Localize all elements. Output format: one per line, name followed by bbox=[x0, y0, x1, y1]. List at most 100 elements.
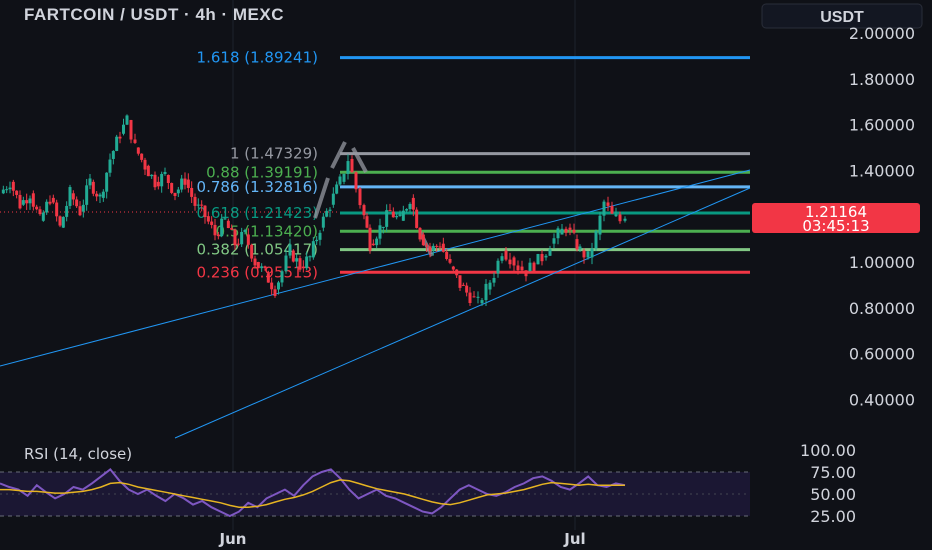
candle-body bbox=[484, 283, 488, 301]
candle-body bbox=[500, 256, 504, 261]
candle-body bbox=[564, 228, 568, 233]
candle-body bbox=[65, 205, 69, 217]
rsi-line bbox=[0, 468, 626, 518]
candle-body bbox=[75, 199, 79, 207]
rsi-axis-tick: 50.00 bbox=[810, 485, 856, 504]
upper-trendline[interactable] bbox=[0, 169, 751, 367]
candle-body bbox=[18, 194, 22, 209]
candle-body bbox=[186, 179, 190, 188]
candle-body bbox=[602, 201, 606, 216]
candle-body bbox=[623, 218, 627, 221]
fib-label-0-5: 0.5 (1.13420) bbox=[216, 222, 318, 240]
candle-body bbox=[338, 176, 342, 185]
candle-body bbox=[95, 193, 99, 197]
rsi-axis-tick: 75.00 bbox=[810, 463, 856, 482]
candle-body bbox=[288, 244, 292, 256]
candle-body bbox=[115, 136, 119, 151]
candle-body bbox=[492, 277, 496, 283]
candle-body bbox=[38, 209, 42, 215]
candle-body bbox=[335, 184, 339, 194]
price-axis-tick: 1.00000 bbox=[849, 253, 915, 272]
candle-body bbox=[350, 158, 354, 173]
candle-body bbox=[325, 210, 329, 217]
candle-body bbox=[590, 248, 594, 258]
price-axis[interactable]: 2.000001.800001.600001.400001.200001.000… bbox=[849, 24, 915, 409]
candle-body bbox=[448, 258, 452, 263]
candle-body bbox=[203, 205, 207, 218]
time-tick-jun: Jun bbox=[219, 530, 247, 548]
candle-body bbox=[284, 255, 288, 272]
fib-level-lines bbox=[340, 56, 750, 274]
candle-body bbox=[378, 225, 382, 239]
candle-body bbox=[166, 174, 170, 184]
fib-label-0-236: 0.236 (0.95513) bbox=[197, 263, 318, 281]
candle-body bbox=[118, 136, 122, 139]
price-axis-tick: 0.40000 bbox=[849, 390, 915, 409]
chart-title: FARTCOIN / USDT · 4h · MEXC bbox=[24, 5, 284, 24]
candle-body bbox=[98, 194, 102, 197]
candle-body bbox=[133, 139, 137, 143]
candle-body bbox=[496, 260, 500, 274]
candle-body bbox=[173, 192, 177, 196]
candle-body bbox=[140, 153, 144, 160]
candle-body bbox=[246, 234, 250, 245]
candle-body bbox=[441, 243, 445, 252]
candle-body bbox=[365, 216, 369, 228]
rsi-axis-tick: 25.00 bbox=[810, 507, 856, 526]
trendlines bbox=[0, 169, 751, 439]
candle-body bbox=[512, 257, 516, 266]
candle-body bbox=[263, 266, 267, 268]
candle-body bbox=[250, 244, 254, 259]
candle-body bbox=[273, 289, 277, 296]
time-tick-jul: Jul bbox=[563, 530, 585, 548]
candle-body bbox=[354, 172, 358, 190]
candle-body bbox=[190, 187, 194, 197]
lower-trendline[interactable] bbox=[174, 187, 751, 439]
current-price-tag bbox=[752, 203, 920, 233]
candle-body bbox=[358, 188, 362, 206]
candle-body bbox=[266, 273, 270, 283]
candle-body bbox=[375, 238, 379, 246]
candle-body bbox=[560, 228, 564, 235]
candle-body bbox=[193, 196, 197, 206]
candle-body bbox=[388, 210, 392, 212]
price-axis-tick: 0.60000 bbox=[849, 345, 915, 364]
candle-body bbox=[582, 250, 586, 258]
candle-body bbox=[256, 262, 260, 269]
candle-body bbox=[428, 246, 432, 252]
candle-body bbox=[243, 229, 247, 232]
candle-body bbox=[129, 120, 133, 140]
candle-body bbox=[91, 181, 95, 194]
candle-body bbox=[71, 193, 75, 200]
fib-level-labels: 1.618 (1.89241) 1 (1.47329)0.88 (1.39191)… bbox=[197, 49, 318, 282]
candle-body bbox=[35, 206, 39, 210]
candle-body bbox=[520, 266, 524, 271]
candle-body bbox=[253, 258, 257, 266]
currency-button[interactable] bbox=[761, 3, 923, 29]
candle-body bbox=[236, 243, 240, 245]
candle-body bbox=[461, 284, 465, 286]
candle-body bbox=[21, 200, 25, 205]
candlestick-series bbox=[1, 114, 627, 307]
candle-body bbox=[61, 216, 65, 228]
candle-body bbox=[578, 246, 582, 250]
fib-label-1-618: 1.618 (1.89241) bbox=[197, 49, 318, 67]
fib-label-1: 1 (1.47329) bbox=[230, 145, 318, 163]
price-axis-tick: 1.60000 bbox=[849, 116, 915, 135]
candle-body bbox=[41, 212, 45, 221]
candle-body bbox=[216, 234, 220, 237]
candle-body bbox=[438, 246, 442, 248]
candle-body bbox=[572, 229, 576, 233]
candle-body bbox=[618, 214, 622, 222]
candle-body bbox=[78, 206, 82, 216]
candle-body bbox=[68, 187, 72, 206]
rsi-lines bbox=[0, 468, 626, 518]
candle-body bbox=[180, 178, 184, 190]
candle-body bbox=[45, 201, 49, 213]
candle-body bbox=[544, 255, 548, 258]
candle-body bbox=[25, 200, 29, 204]
rsi-axis-tick: 100.00 bbox=[800, 441, 856, 460]
rsi-axis[interactable]: 100.00 75.00 50.00 25.00 bbox=[800, 441, 856, 526]
